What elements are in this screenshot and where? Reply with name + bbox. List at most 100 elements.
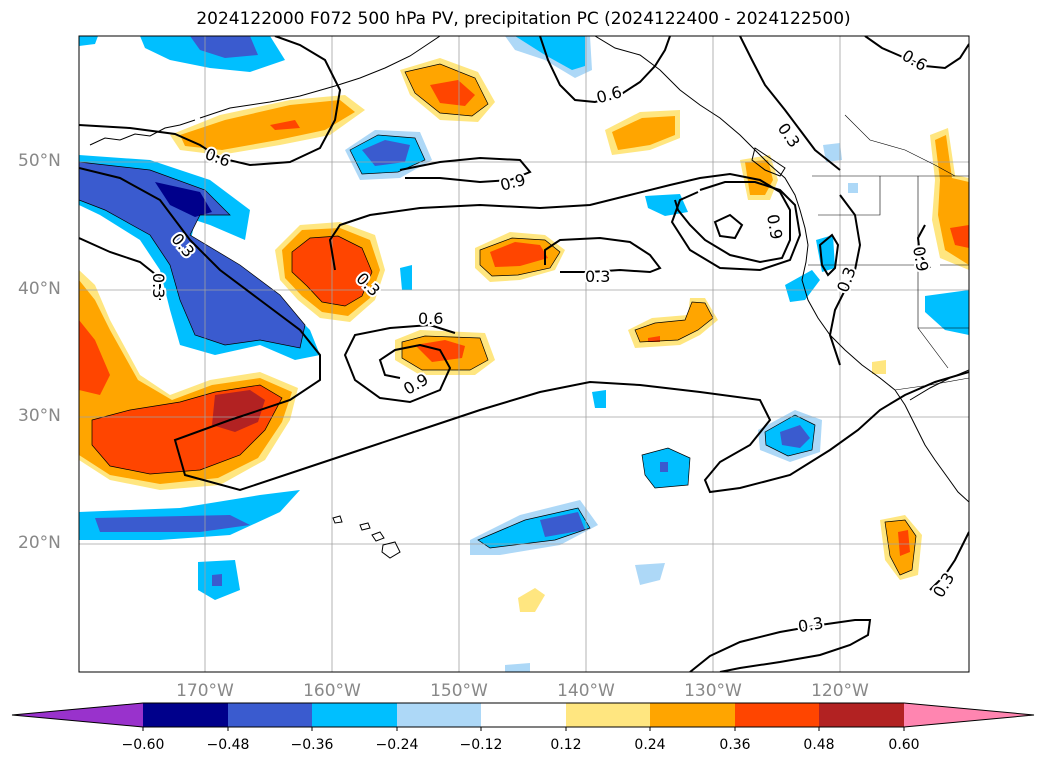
shade-neg-15: [635, 563, 665, 585]
graticule: [79, 36, 969, 672]
shade-pos-2c: [430, 80, 475, 106]
shade-pos-13: [872, 360, 886, 374]
map-canvas[interactable]: 0.6 0.6 0.6 0.3 0.9 0.3 0.3 0.3 0.3 0.9 …: [79, 35, 969, 672]
shade-neg-20: [848, 183, 858, 193]
colorbar[interactable]: [11, 702, 1035, 731]
coast-bc: [769, 164, 809, 246]
colorbar-tick-label: −0.12: [459, 737, 503, 753]
shade-neg-16: [400, 265, 412, 290]
shade-neg-4b: [95, 515, 250, 532]
contour-0.3-gulf: [739, 36, 841, 171]
colorbar-tick-label: −0.60: [121, 737, 165, 753]
colorbar-segment: [397, 703, 481, 727]
hawaii-big-island: [381, 541, 401, 559]
shade-neg-1b: [190, 36, 258, 58]
colorbar-extend-low: [12, 703, 143, 727]
shade-outlines: [79, 63, 917, 576]
contour-0.6-north: [79, 36, 342, 167]
shade-neg-11: [785, 270, 820, 302]
shade-pos-1b: [180, 100, 355, 150]
colorbar-tick-label: 0.12: [550, 737, 582, 753]
contour-0.3-mid: [544, 236, 662, 274]
contour-label: 0.3: [149, 273, 168, 298]
contour-0.6-east-loop: [670, 181, 802, 272]
contour-label: 0.3: [585, 267, 610, 286]
colorbar-tick-label: 0.60: [888, 737, 920, 753]
contour-0.6-ne: [864, 36, 969, 70]
lon-label-150w: 150°W: [430, 681, 488, 701]
lon-label-160w: 160°W: [303, 681, 361, 701]
negative-precip-anomalies: [79, 36, 969, 672]
shade-neg-18: [505, 663, 530, 672]
lat-label-20n: 20°N: [18, 533, 61, 553]
contour-label: 0.6: [200, 35, 225, 54]
shade-pos-10c: [950, 225, 969, 248]
shade-neg-17: [79, 36, 98, 46]
shade-neg-13: [925, 290, 969, 335]
lon-label-140w: 140°W: [557, 681, 615, 701]
border-bc-alberta: [844, 114, 956, 177]
contour-0.9-north: [399, 156, 532, 184]
lon-label-170w: 170°W: [176, 681, 234, 701]
shade-pos-7b: [612, 116, 675, 150]
map-frame: [78, 35, 970, 673]
contour-0.3-coast2: [818, 233, 840, 277]
contour-0.6-loop: [328, 172, 791, 271]
contour-0.3-coast: [828, 194, 862, 366]
shade-pos-11c: [898, 530, 910, 556]
colorbar-tick-label: −0.48: [206, 737, 250, 753]
hawaii-kauai: [332, 515, 343, 524]
coast-baja: [894, 389, 969, 503]
lat-label-40n: 40°N: [18, 279, 61, 299]
shade-pos-4c: [490, 242, 548, 267]
shade-pos-1c: [270, 120, 300, 130]
coast-aleutians: [89, 119, 196, 146]
colorbar-tick-label: 0.48: [803, 737, 835, 753]
colorbar-tick-label: −0.24: [375, 737, 419, 753]
coast-west-us: [801, 244, 896, 391]
shade-neg-6c: [540, 512, 585, 537]
shade-neg-7c: [780, 425, 810, 448]
shade-pos-6c: [79, 320, 282, 474]
vancouver-island: [751, 147, 786, 177]
shade-neg-19: [823, 143, 842, 162]
colorbar-tick-label: 0.24: [634, 737, 666, 753]
shade-neg-2b: [79, 162, 305, 348]
contour-0.9-east: [713, 213, 744, 240]
shade-neg-3c: [362, 140, 410, 166]
hawaii-maui: [371, 531, 385, 542]
coast-alaska: [199, 36, 441, 119]
contour-0.6-center: [343, 323, 456, 404]
shade-neg-2c: [155, 182, 212, 217]
shade-pos-8c: [648, 336, 660, 342]
shade-neg-8b: [660, 462, 668, 472]
contour-0.3-west: [79, 237, 161, 300]
border-ca-az: [917, 327, 949, 369]
colorbar-segment: [143, 703, 228, 727]
map-title: 2024122000 F072 500 hPa PV, precipitatio…: [196, 9, 851, 29]
political-borders: [808, 114, 969, 391]
contour-0.9-coast: [916, 224, 931, 269]
contour-0.6-gulf: [539, 36, 671, 104]
colorbar-tick-label: −0.36: [290, 737, 334, 753]
lon-label-130w: 130°W: [684, 681, 742, 701]
contour-0.3-se: [929, 531, 969, 591]
pv-contours: [79, 36, 969, 672]
shade-pos-12: [518, 588, 545, 612]
colorbar-segment: [228, 703, 312, 727]
hawaii-oahu: [359, 522, 371, 531]
contour-label: 0.6: [418, 309, 443, 328]
lat-label-50n: 50°N: [18, 151, 61, 171]
lon-label-120w: 120°W: [811, 681, 869, 701]
colorbar-extend-high: [904, 703, 1034, 727]
contour-0.3-northwest: [79, 167, 969, 494]
colorbar-segment: [312, 703, 397, 727]
border-wa-or: [818, 176, 881, 216]
coast-gulf-alaska: [594, 36, 771, 166]
colorbar-segment: [735, 703, 819, 727]
shade-neg-14: [592, 390, 606, 408]
colorbar-ticks: [142, 727, 905, 731]
shade-neg-10b: [515, 36, 585, 70]
colorbar-segment: [481, 703, 566, 727]
